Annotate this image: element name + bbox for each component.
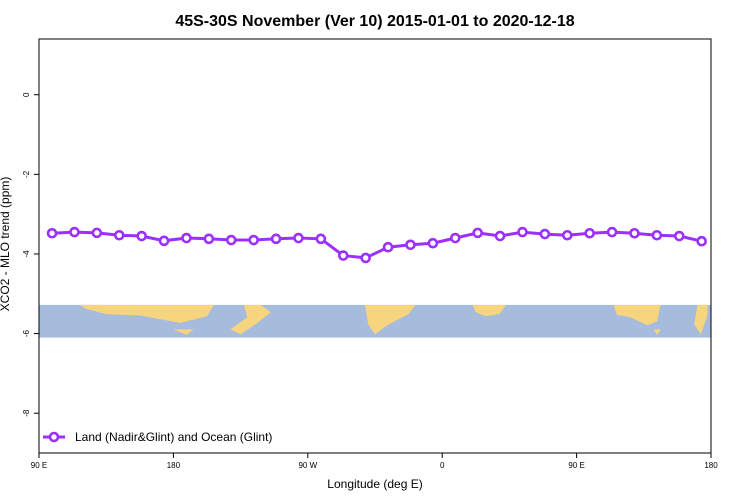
plot-frame xyxy=(38,38,712,454)
land-mass-2 xyxy=(230,304,271,335)
data-point xyxy=(651,229,663,241)
map-strip xyxy=(39,304,711,338)
land-mass-6 xyxy=(653,329,661,335)
x-tick-label: 180 xyxy=(704,461,718,470)
data-point xyxy=(69,226,80,238)
chart-title: 45S-30S November (Ver 10) 2015-01-01 to … xyxy=(175,13,574,30)
data-point xyxy=(584,227,595,239)
data-point xyxy=(561,229,573,241)
land-mass-3 xyxy=(364,304,416,335)
data-point xyxy=(293,232,304,244)
land-mass-0 xyxy=(79,304,214,323)
data-point xyxy=(449,232,461,244)
y-axis: 0 -2 -4 -6 -8 xyxy=(22,92,39,417)
data-point xyxy=(696,235,707,247)
data-point xyxy=(315,233,327,245)
x-tick-label: 90 W xyxy=(298,461,317,470)
x-tick-label: 90 E xyxy=(568,461,584,470)
data-point xyxy=(181,232,192,244)
y-axis-label: XCO2 - MLO trend (ppm) xyxy=(0,177,12,312)
land-mass-1 xyxy=(173,329,194,335)
data-point xyxy=(382,241,394,253)
series-line-0 xyxy=(52,230,703,260)
series-layer xyxy=(46,226,707,264)
data-point xyxy=(673,230,685,242)
x-axis-label: Longitude (deg E) xyxy=(327,477,422,491)
y-tick-label: -2 xyxy=(22,170,31,178)
data-point xyxy=(158,235,170,247)
data-point xyxy=(494,230,506,242)
data-point xyxy=(337,250,349,261)
land-mass-7 xyxy=(694,304,708,335)
data-point xyxy=(225,234,237,246)
x-tick-label: 90 E xyxy=(31,461,47,470)
data-point xyxy=(203,233,215,245)
data-point xyxy=(517,226,528,238)
legend: Land (Nadir&Glint) and Ocean (Glint) xyxy=(43,430,272,444)
legend-marker xyxy=(48,431,60,443)
land-mass-4 xyxy=(472,304,506,317)
data-point xyxy=(629,227,640,239)
x-tick-label: 0 xyxy=(440,461,445,470)
data-point xyxy=(248,234,259,246)
data-point xyxy=(46,227,58,239)
data-point xyxy=(91,227,103,239)
y-tick-label: -8 xyxy=(22,409,31,417)
y-tick-label: 0 xyxy=(22,92,31,97)
data-point xyxy=(113,229,125,241)
data-point xyxy=(427,237,439,249)
legend-label: Land (Nadir&Glint) and Ocean (Glint) xyxy=(75,430,272,444)
data-point xyxy=(472,227,483,239)
data-point xyxy=(405,239,416,251)
y-tick-label: -6 xyxy=(22,329,31,337)
data-point xyxy=(270,233,282,245)
land-mass-5 xyxy=(613,304,661,326)
y-tick-label: -4 xyxy=(22,250,31,258)
data-point xyxy=(136,230,147,242)
x-tick-label: 180 xyxy=(167,461,181,470)
data-point xyxy=(606,226,618,238)
x-axis: 90 E 180 90 W 0 90 E 180 xyxy=(31,453,718,470)
data-point xyxy=(360,252,371,264)
data-point xyxy=(539,228,551,240)
